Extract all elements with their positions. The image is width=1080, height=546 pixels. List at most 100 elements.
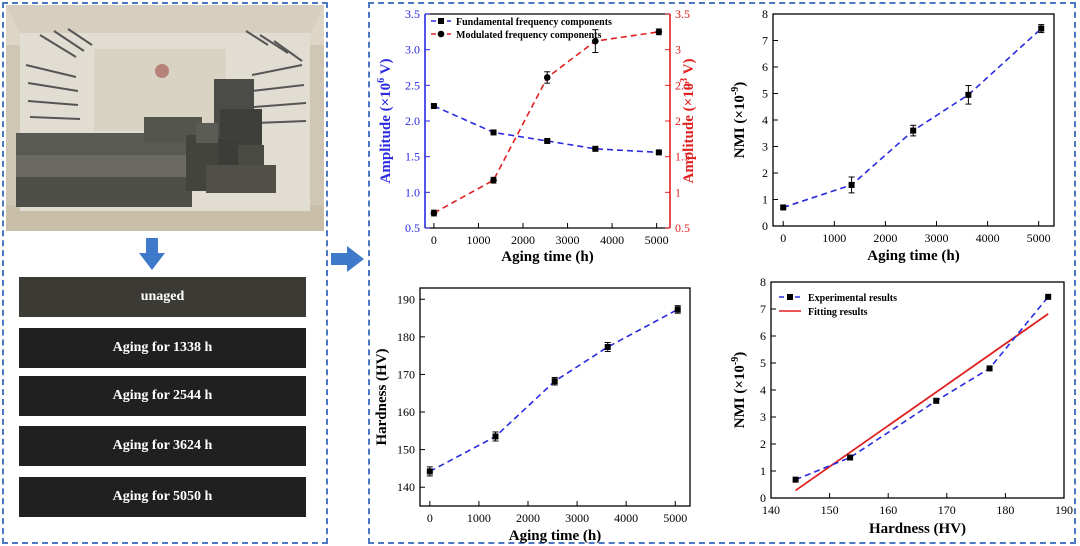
plot-frame (419, 287, 691, 507)
series-line (433, 31, 659, 214)
y-tick-label: 8 (760, 275, 766, 289)
x-tick-label: 150 (821, 503, 839, 517)
data-point (604, 344, 611, 351)
data-point (910, 127, 917, 134)
y-tick-label: 2.5 (405, 78, 420, 92)
series-line (782, 27, 1042, 209)
y-tick-label: 4 (762, 113, 768, 127)
y-tick-label: 5 (762, 87, 768, 101)
y-tick-label: 6 (762, 60, 768, 74)
y-tick-label: 5 (760, 356, 766, 370)
amplitude-chart: 0 1000 2000 3000 4000 5000 0.5 1.0 1.5 2.0 2.5 3.0 3… (376, 7, 697, 265)
x-tick-label: 1000 (466, 233, 490, 247)
y-tick-label: 1 (762, 193, 768, 207)
y-axis-label: Amplitude (×106 V) (376, 59, 394, 184)
data-point (492, 433, 499, 440)
y-tick-label: 1.0 (405, 185, 420, 199)
data-point (655, 28, 663, 36)
y-tick-label: 2 (762, 166, 768, 180)
x-tick-label: 2000 (873, 231, 897, 245)
right-panel (368, 2, 1076, 544)
specimen-aging-5050: Aging for 5050 h (19, 477, 306, 517)
y-tick-label: 2.0 (405, 114, 420, 128)
data-point (1045, 293, 1052, 300)
y-axis-label: Hardness (HV) (374, 348, 390, 445)
specimen-unaged: unaged (19, 277, 306, 317)
x-tick-label: 5000 (645, 233, 669, 247)
right-y-tick-label: 1 (675, 185, 681, 199)
data-point (1038, 25, 1045, 32)
y-tick-label: 3 (762, 140, 768, 154)
x-tick-label: 180 (996, 503, 1014, 517)
y-tick-label: 0 (762, 219, 768, 233)
right-y-tick-label: 2 (675, 114, 681, 128)
x-tick-label: 1000 (822, 231, 846, 245)
data-point (965, 91, 972, 98)
legend-marker (438, 18, 444, 24)
nmi-vs-hardness-chart: 140 150 160 170 180 190 0 1 2 3 4 5 6 7 8 Hardness (HV)… (730, 275, 1073, 537)
x-tick-label: 3000 (556, 233, 580, 247)
data-point (655, 149, 662, 156)
y-tick-label: 170 (397, 367, 415, 381)
x-tick-label: 140 (762, 503, 780, 517)
y-axis-label: NMI (×10-9) (730, 82, 748, 158)
specimen-aging-1338: Aging for 1338 h (19, 328, 306, 368)
x-tick-label: 1000 (467, 511, 491, 525)
series-line (795, 296, 1049, 481)
y-tick-label: 7 (762, 34, 768, 48)
x-tick-label: 170 (938, 503, 956, 517)
hardness-vs-aging-time-chart: 0 1000 2000 3000 4000 5000 140 150 160 170 180 190 A… (374, 287, 691, 544)
y-tick-label: 160 (397, 405, 415, 419)
data-point (933, 397, 940, 404)
data-point (490, 129, 497, 136)
series-line (429, 308, 679, 473)
y-tick-label: 190 (397, 292, 415, 306)
x-tick-label: 0 (780, 231, 786, 245)
data-point (544, 137, 551, 144)
x-tick-label: 190 (1055, 503, 1073, 517)
x-tick-label: 0 (427, 511, 433, 525)
y-axis-label: NMI (×10-9) (730, 352, 748, 428)
left-panel (2, 2, 328, 544)
y-tick-label: 180 (397, 330, 415, 344)
right-y-tick-label: 0.5 (675, 221, 690, 235)
aging-furnace-photo (6, 5, 324, 231)
y-tick-label: 3.0 (405, 43, 420, 57)
x-tick-label: 0 (431, 233, 437, 247)
data-point (848, 181, 855, 188)
x-axis-label: Aging time (h) (501, 249, 594, 265)
series-line (433, 105, 659, 154)
y-tick-label: 3.5 (405, 7, 420, 21)
data-point (543, 74, 551, 81)
data-point (674, 306, 681, 313)
legend-marker (787, 294, 793, 300)
y-tick-label: 8 (762, 7, 768, 21)
x-tick-label: 5000 (1027, 231, 1051, 245)
specimen-aging-3624: Aging for 3624 h (19, 426, 306, 466)
data-point (426, 468, 433, 475)
legend-label: Fundamental frequency components (456, 17, 612, 28)
y-tick-label: 1.5 (405, 150, 420, 164)
x-tick-label: 4000 (976, 231, 1000, 245)
legend-label: Modulated frequency components (456, 30, 601, 41)
right-arrow-icon (331, 246, 364, 272)
x-tick-label: 3000 (924, 231, 948, 245)
y-tick-label: 6 (760, 329, 766, 343)
y-tick-label: 140 (397, 480, 415, 494)
y-tick-label: 1 (760, 464, 766, 478)
y-tick-label: 0.5 (405, 221, 420, 235)
y-tick-label: 7 (760, 302, 766, 316)
data-point (847, 454, 854, 461)
x-axis-label: Aging time (h) (509, 528, 602, 544)
x-tick-label: 3000 (565, 511, 589, 525)
right-y-tick-label: 3 (675, 43, 681, 57)
right-y-tick-label: 3.5 (675, 7, 690, 21)
y-axis-label: Amplitude (×103 V) (679, 59, 697, 184)
data-point (430, 103, 437, 110)
legend-label: Experimental results (808, 293, 897, 304)
data-point (986, 365, 993, 372)
y-tick-label: 150 (397, 443, 415, 457)
fit-line (795, 313, 1049, 492)
data-point (780, 204, 787, 211)
data-point (792, 476, 799, 483)
